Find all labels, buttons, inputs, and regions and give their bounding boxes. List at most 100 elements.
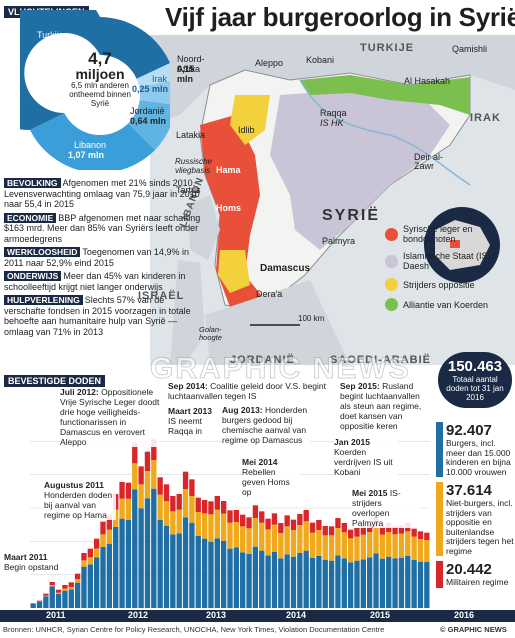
bar-segment	[107, 544, 112, 608]
legend-swatch	[385, 298, 398, 311]
bar-segment	[367, 557, 372, 608]
bar-segment	[227, 523, 232, 549]
bar-segment	[202, 500, 207, 513]
bar-segment	[126, 483, 131, 499]
bar-segment	[56, 593, 61, 594]
city-raqqa: Raqqa	[320, 108, 347, 118]
bar-segment	[164, 526, 169, 608]
bar-segment	[88, 557, 93, 564]
bar-segment	[284, 526, 289, 554]
legend-swatch	[385, 228, 398, 241]
bar-segment	[348, 562, 353, 608]
bar-segment	[316, 556, 321, 608]
year-label: 2015	[370, 610, 390, 620]
annotation: Maart 2013 IS neemt Raqqa in	[168, 406, 216, 436]
stat-row: ECONOMIE BBP afgenomen met naar schatting…	[4, 213, 204, 245]
legend-item: Islamitische Staat (IS) / Daesh	[385, 251, 513, 271]
bar-segment	[69, 582, 74, 587]
year-label: 2013	[206, 610, 226, 620]
bar-segment	[170, 534, 175, 608]
annotation: Aug 2013: Honderden burgers gedood bij c…	[222, 405, 310, 445]
bar-segment	[88, 564, 93, 608]
city-hama: Hama	[216, 165, 241, 175]
bar-segment	[208, 514, 213, 541]
bar-segment	[297, 514, 302, 525]
bar-segment	[157, 495, 162, 520]
refugees-jordan-label: Jordanië	[130, 106, 165, 116]
bar-segment	[348, 530, 353, 539]
bar-segment	[246, 528, 251, 554]
casualty-stat: 92.407 Burgers, incl. meer dan 15.000 kin…	[436, 422, 514, 477]
bar-segment	[348, 538, 353, 562]
year-label: 2012	[128, 610, 148, 620]
bar-segment	[399, 558, 404, 608]
bar-segment	[189, 479, 194, 496]
bar-segment	[424, 533, 429, 540]
stats-panel: BEVOLKING Afgenomen met 21% sinds 2010. L…	[4, 178, 214, 340]
bar-segment	[170, 511, 175, 534]
bar-segment	[329, 561, 334, 608]
bar-segment	[259, 511, 264, 522]
bar-segment	[119, 499, 124, 519]
bar-segment	[164, 501, 169, 526]
map-label-syria: SYRIË	[322, 207, 380, 225]
refugees-jordan-value: 0,64 mln	[130, 116, 166, 126]
annotation-date: Mei 2015	[352, 488, 390, 498]
casualty-swatch	[436, 482, 443, 556]
bar-segment	[291, 557, 296, 608]
bar-segment	[196, 536, 201, 608]
bar-segment	[75, 579, 80, 583]
bar-segment	[392, 558, 397, 608]
bar-segment	[151, 460, 156, 489]
bar-segment	[100, 522, 105, 535]
bar-segment	[196, 512, 201, 536]
bar-segment	[411, 537, 416, 560]
bar-segment	[50, 582, 55, 585]
bar-segment	[272, 552, 277, 608]
bar-segment	[265, 529, 270, 555]
annotation-text: IS neemt Raqqa in	[168, 416, 202, 436]
refugees-turkey-value: 2,62 mln	[37, 41, 73, 51]
bar-segment	[138, 466, 143, 484]
annotation-date: Augustus 2011	[44, 480, 104, 490]
refugees-displaced-note: 6,5 mln anderen ontheemd binnen Syrië	[60, 81, 140, 108]
bar-segment	[132, 489, 137, 608]
annotation: Sep 2015: Rusland begint luchtaanvallen …	[340, 381, 430, 431]
city-latakia: Latakia	[176, 130, 205, 140]
city-aleppo: Aleppo	[255, 58, 283, 68]
bar-segment	[62, 591, 67, 608]
total-value: 150.463	[438, 358, 512, 375]
annotation-text: Koerden verdrijven IS uit Kobani	[334, 447, 393, 477]
bar-segment	[221, 501, 226, 514]
annotation: Jan 2015 Koerden verdrijven IS uit Koban…	[334, 437, 398, 477]
bar-segment	[272, 525, 277, 552]
bar-segment	[88, 549, 93, 558]
bar-segment	[138, 508, 143, 608]
map-scale-label: 100 km	[298, 314, 324, 323]
casualty-swatch	[436, 561, 443, 588]
casualty-value: 92.407	[446, 422, 514, 439]
city-homs: Homs	[216, 203, 241, 213]
bar-segment	[215, 538, 220, 608]
legend-item: Strijders oppositie	[385, 278, 513, 291]
bar-segment	[265, 519, 270, 530]
map-label-turkey: TURKIJE	[360, 42, 414, 54]
bar-segment	[43, 594, 48, 596]
bar-segment	[183, 472, 188, 489]
bar-segment	[221, 541, 226, 608]
bar-segment	[183, 517, 188, 608]
bar-segment	[177, 533, 182, 608]
bar-segment	[234, 547, 239, 608]
bar-segment	[81, 560, 86, 566]
bar-segment	[310, 523, 315, 533]
bar-segment	[151, 489, 156, 608]
bar-segment	[342, 532, 347, 558]
bar-segment	[278, 523, 283, 533]
refugees-center: 4,7 miljoen 6,5 mln anderen ontheemd bin…	[60, 50, 140, 108]
bar-segment	[253, 547, 258, 608]
year-label: 2011	[46, 610, 66, 620]
bar-segment	[424, 562, 429, 608]
bar-segment	[418, 539, 423, 562]
legend-label: Strijders oppositie	[403, 280, 475, 290]
bar-segment	[94, 549, 99, 558]
